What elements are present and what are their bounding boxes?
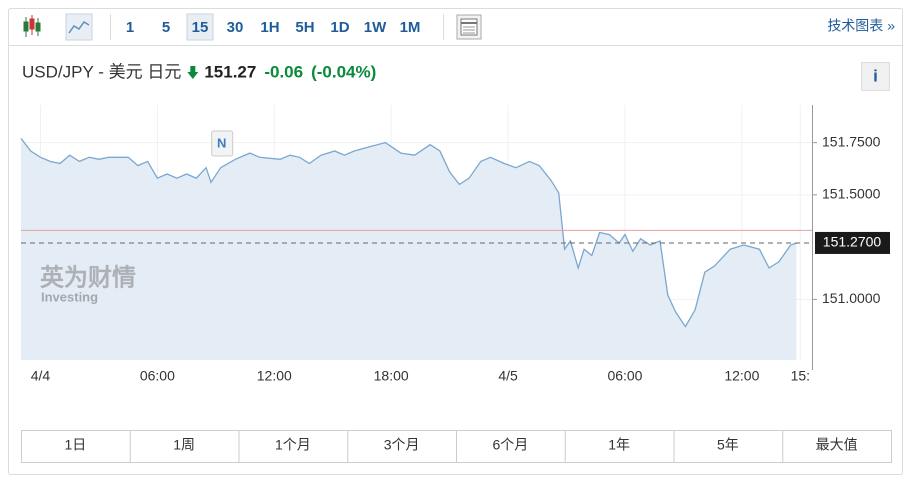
price-line bbox=[20, 138, 797, 328]
interval-button[interactable]: 15 bbox=[192, 19, 209, 36]
line-icon-bg[interactable] bbox=[65, 13, 93, 41]
interval-button[interactable]: 1H bbox=[260, 19, 279, 36]
range-button[interactable]: 1周 bbox=[173, 437, 195, 453]
info-icon[interactable]: i bbox=[873, 66, 878, 85]
current-price-box bbox=[815, 231, 890, 254]
range-button[interactable]: 最大值 bbox=[816, 437, 858, 453]
x-tick-label: 18:00 bbox=[374, 368, 409, 384]
watermark-name: 英为财情 bbox=[40, 264, 136, 291]
interval-button[interactable]: 5H bbox=[295, 19, 314, 36]
price: 151.27 bbox=[204, 62, 256, 81]
watermark-brand: Investing bbox=[41, 289, 98, 304]
change: -0.06 bbox=[264, 62, 303, 81]
interval-button[interactable]: 1D bbox=[330, 19, 349, 36]
range-button[interactable]: 1日 bbox=[64, 437, 86, 453]
interval-button[interactable]: 30 bbox=[227, 19, 244, 36]
range-button[interactable]: 5年 bbox=[717, 437, 739, 453]
range-button[interactable]: 1年 bbox=[608, 437, 630, 453]
interval-button[interactable]: 5 bbox=[162, 19, 170, 36]
interval-button[interactable]: 1 bbox=[126, 19, 134, 36]
current-price-label: 151.2700 bbox=[823, 234, 882, 250]
x-tick-label: 06:00 bbox=[140, 368, 175, 384]
range-button[interactable]: 6个月 bbox=[492, 437, 528, 453]
y-tick-label: 151.0000 bbox=[822, 290, 881, 306]
interval-button[interactable]: 1M bbox=[400, 19, 421, 36]
range-button[interactable]: 3个月 bbox=[384, 437, 420, 453]
annotation-box[interactable] bbox=[211, 130, 234, 157]
candle-icon[interactable] bbox=[23, 15, 41, 37]
y-tick-label: 151.5000 bbox=[822, 186, 881, 202]
x-tick-label: 12:00 bbox=[257, 368, 292, 384]
x-tick-label: 12:00 bbox=[724, 368, 759, 384]
x-tick-label: 4/4 bbox=[31, 368, 51, 384]
range-button[interactable]: 1个月 bbox=[275, 437, 311, 453]
interval-active-bg bbox=[186, 13, 214, 41]
line-icon bbox=[68, 21, 90, 34]
pair-title: USD/JPY - 美元 日元 bbox=[22, 62, 181, 81]
x-tick-label: 15: bbox=[791, 368, 810, 384]
info-button[interactable] bbox=[861, 62, 890, 91]
x-tick-label: 06:00 bbox=[607, 368, 642, 384]
annotation-label: N bbox=[217, 135, 226, 150]
x-tick-label: 4/5 bbox=[498, 368, 518, 384]
interval-button[interactable]: 1W bbox=[364, 19, 387, 36]
chart-link[interactable]: 技术图表 » bbox=[827, 18, 895, 34]
area-fill bbox=[21, 138, 797, 360]
y-tick-label: 151.7500 bbox=[822, 133, 881, 149]
change-pct: (-0.04%) bbox=[311, 62, 376, 81]
down-arrow bbox=[187, 66, 199, 79]
table-icon[interactable] bbox=[456, 14, 482, 40]
